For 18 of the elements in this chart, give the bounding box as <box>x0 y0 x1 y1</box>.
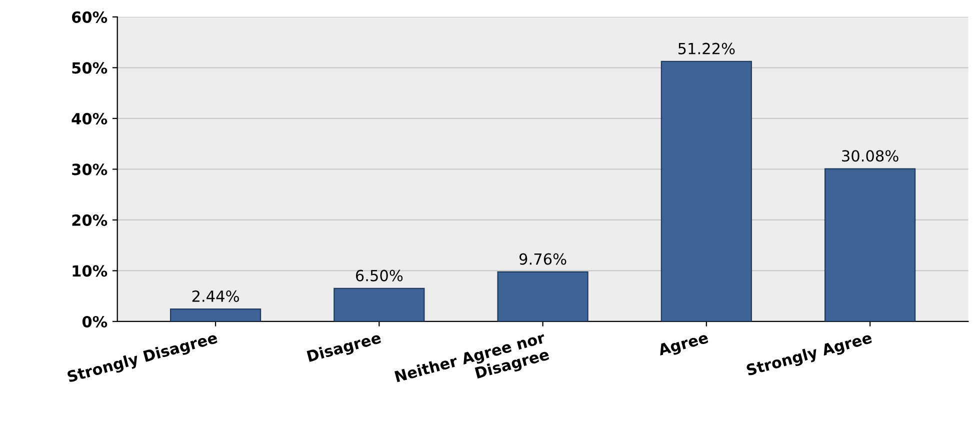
data-label: 51.22% <box>678 42 735 54</box>
y-tick-label: 0% <box>82 316 108 328</box>
y-tick-label: 10% <box>72 265 108 277</box>
data-label: 30.08% <box>842 150 898 162</box>
bar <box>497 271 588 322</box>
bar <box>170 308 262 322</box>
x-tick-label: Agree <box>657 332 710 359</box>
y-tick-label: 60% <box>72 11 108 23</box>
data-label: 6.50% <box>356 270 403 282</box>
y-tick-label: 30% <box>72 164 108 176</box>
bar <box>334 288 425 322</box>
data-label: 9.76% <box>519 253 566 265</box>
y-tick-label: 20% <box>72 214 108 226</box>
y-tick-label: 40% <box>72 112 108 124</box>
y-tick-label: 50% <box>72 62 108 74</box>
bar <box>824 168 916 322</box>
bar <box>660 60 752 322</box>
data-label: 2.44% <box>192 290 239 302</box>
